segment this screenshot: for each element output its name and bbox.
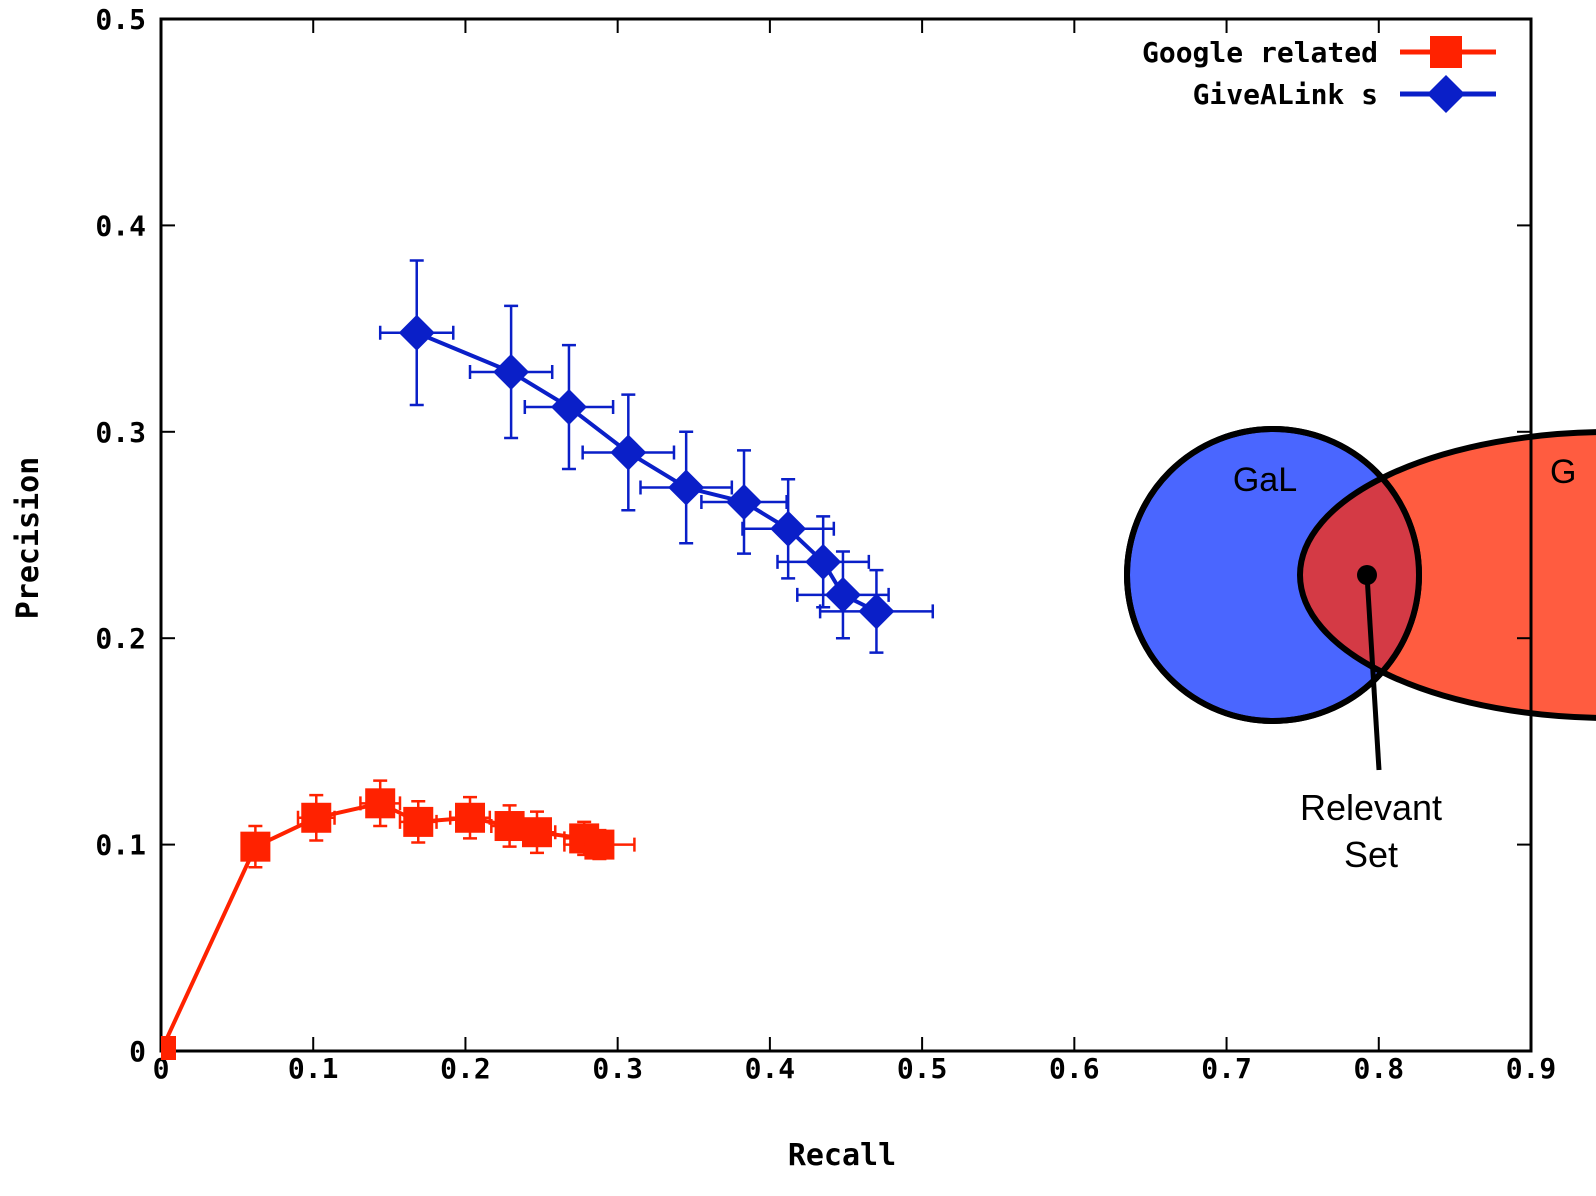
series-1-point-4 bbox=[668, 469, 705, 506]
relevant-set-label-line2: Set bbox=[1344, 834, 1398, 875]
series-1-point-0 bbox=[398, 314, 435, 351]
series-1 bbox=[378, 259, 935, 654]
series-0-point-0 bbox=[161, 1036, 176, 1060]
venn-right-label: G bbox=[1550, 453, 1576, 491]
legend-marker-0 bbox=[1430, 36, 1462, 68]
x-tick-label-6: 0.6 bbox=[1049, 1052, 1100, 1085]
legend-label-1: GiveALink s bbox=[1193, 78, 1378, 111]
venn-diagram: GaL G Relevant Set bbox=[1124, 426, 1596, 875]
x-tick-label-2: 0.2 bbox=[440, 1052, 491, 1085]
x-tick-label-3: 0.3 bbox=[592, 1052, 643, 1085]
axes: 0 0.1 0.2 0.3 0.4 0.5 0.6 0.7 0.8 0.9 0 0.1 0.2 0.3 0.… bbox=[95, 3, 1556, 1085]
y-tick-label-5: 0.5 bbox=[95, 3, 146, 36]
x-tick-label-1: 0.1 bbox=[288, 1052, 339, 1085]
x-axis-label: Recall bbox=[788, 1138, 896, 1173]
y-axis-label: Precision bbox=[11, 457, 46, 620]
series-0-line bbox=[161, 801, 601, 1052]
series-1-point-9 bbox=[858, 593, 895, 630]
series-1-point-3 bbox=[610, 434, 647, 471]
y-tick-label-1: 0.1 bbox=[95, 829, 146, 862]
legend: Google related GiveALink s bbox=[1142, 36, 1496, 113]
series-layer bbox=[161, 259, 935, 1060]
series-0-point-6 bbox=[494, 811, 525, 842]
series-1-point-5 bbox=[726, 483, 763, 520]
y-tick-label-0: 0 bbox=[129, 1035, 146, 1068]
series-0-point-1 bbox=[240, 831, 271, 862]
series-0-point-9 bbox=[584, 829, 615, 860]
series-1-point-2 bbox=[550, 389, 587, 426]
plot-frame bbox=[159, 17, 1533, 1053]
x-tick-label-4: 0.4 bbox=[745, 1052, 796, 1085]
series-0-point-2 bbox=[301, 802, 332, 833]
series-1-point-8 bbox=[824, 576, 861, 613]
series-0 bbox=[161, 779, 636, 1060]
relevant-set-dot bbox=[1357, 565, 1377, 585]
series-0-point-4 bbox=[403, 806, 434, 837]
x-tick-label-9: 0.9 bbox=[1506, 1052, 1557, 1085]
x-tick-label-8: 0.8 bbox=[1353, 1052, 1404, 1085]
x-tick-label-5: 0.5 bbox=[897, 1052, 948, 1085]
series-1-line bbox=[415, 330, 878, 614]
y-tick-label-4: 0.4 bbox=[95, 209, 146, 242]
series-0-point-7 bbox=[521, 817, 552, 848]
x-tick-label-0: 0 bbox=[153, 1052, 170, 1085]
y-tick-label-3: 0.3 bbox=[95, 416, 146, 449]
series-1-point-1 bbox=[493, 353, 530, 390]
series-1-point-6 bbox=[770, 510, 807, 547]
series-0-point-5 bbox=[455, 802, 486, 833]
x-tick-label-7: 0.7 bbox=[1201, 1052, 1252, 1085]
relevant-set-pointer bbox=[1364, 574, 1382, 771]
series-1-point-7 bbox=[805, 543, 842, 580]
venn-left-label: GaL bbox=[1233, 461, 1297, 499]
relevant-set-label-line1: Relevant bbox=[1300, 787, 1442, 828]
series-0-point-3 bbox=[365, 788, 396, 819]
y-tick-label-2: 0.2 bbox=[95, 622, 146, 655]
legend-marker-1 bbox=[1427, 75, 1465, 113]
legend-label-0: Google related bbox=[1142, 36, 1378, 69]
